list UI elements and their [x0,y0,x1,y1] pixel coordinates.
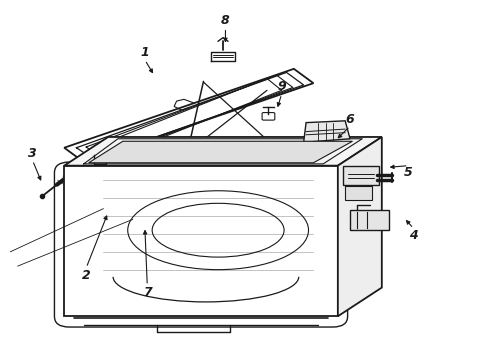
Polygon shape [64,137,382,166]
Text: 4: 4 [409,229,418,242]
Text: 9: 9 [277,80,286,93]
Polygon shape [64,69,314,162]
Text: 7: 7 [143,287,151,300]
Polygon shape [338,137,382,316]
Polygon shape [343,166,379,185]
Polygon shape [64,166,338,316]
Polygon shape [89,141,352,163]
Text: 3: 3 [28,147,37,159]
Polygon shape [350,211,389,230]
Text: 6: 6 [345,113,354,126]
Text: 5: 5 [404,166,413,179]
Text: 1: 1 [141,46,149,59]
Polygon shape [304,121,350,142]
Text: 2: 2 [82,269,91,282]
Text: 8: 8 [221,14,230,27]
Polygon shape [345,186,372,200]
Polygon shape [98,173,343,295]
